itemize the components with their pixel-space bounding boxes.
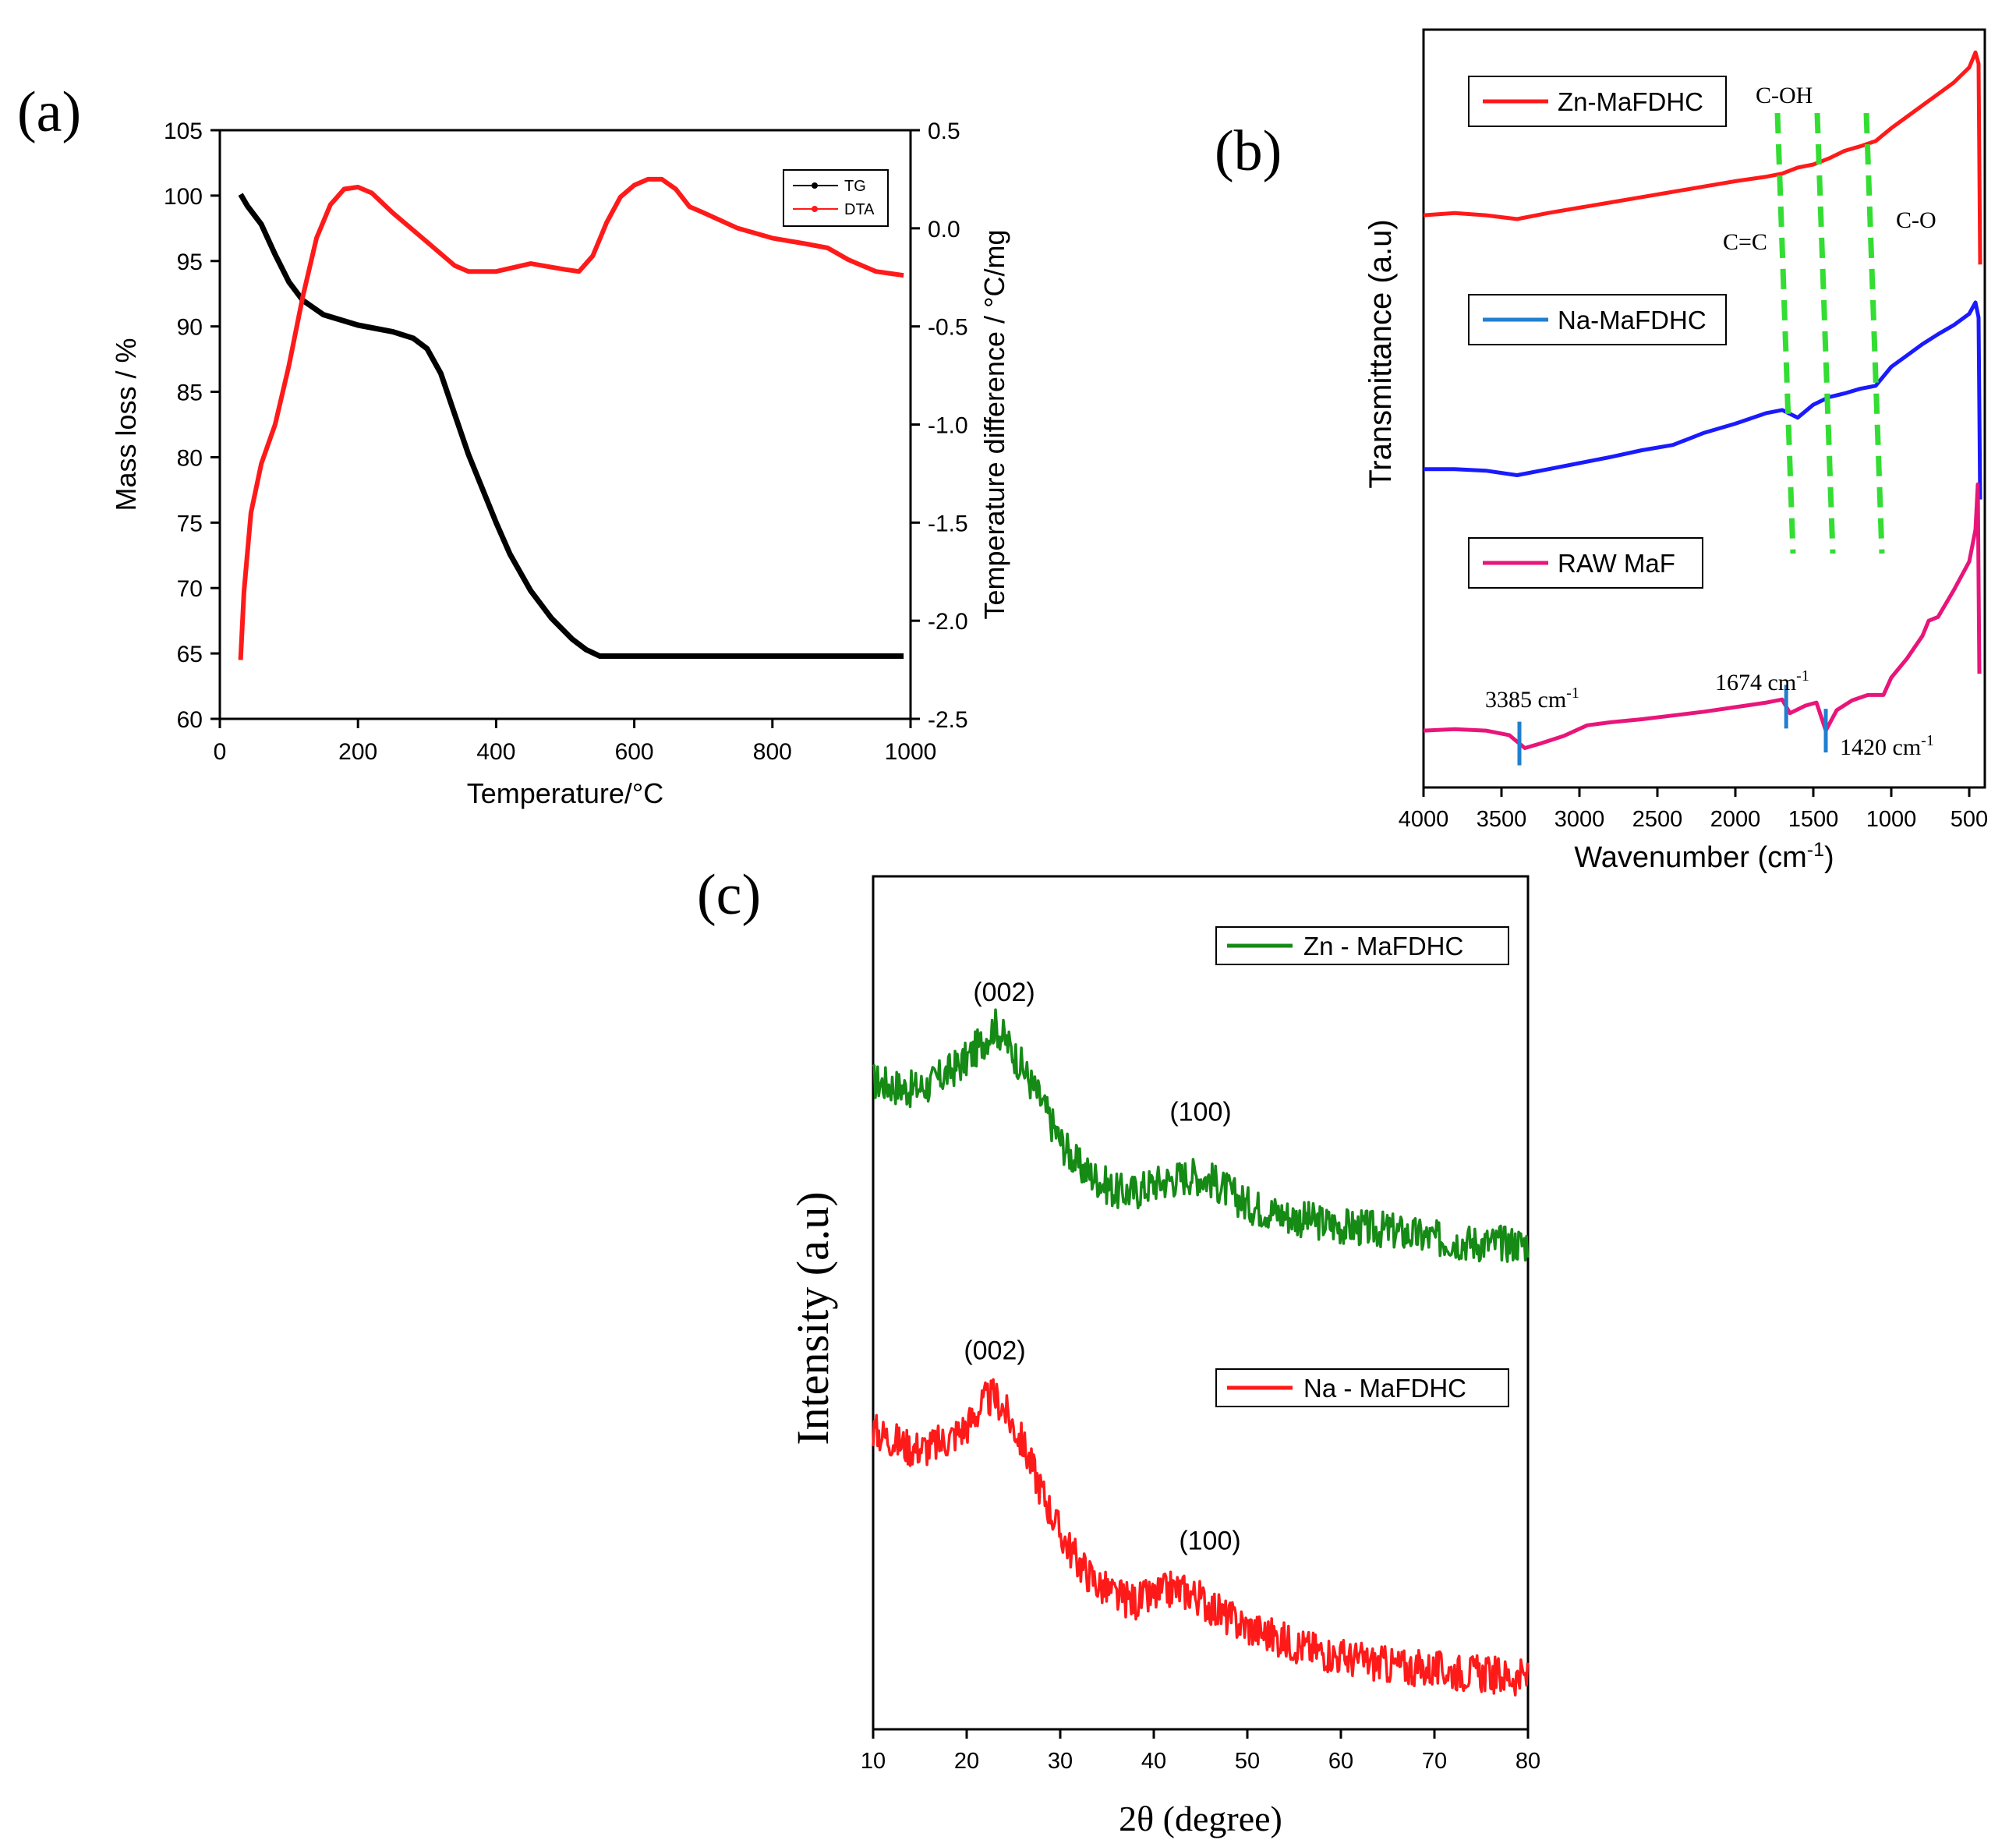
x-tick-label: 2500	[1632, 807, 1683, 832]
y2-tick-label: -2.0	[928, 609, 968, 635]
peak-label: (002)	[964, 1336, 1025, 1365]
y-axis-label: Mass loss / %	[110, 338, 142, 511]
panel-a-tga-dta: (a) 0 200 400 600 800 1000 60 65 70 75 80 85 90 95 100 1…	[17, 80, 1010, 809]
x-tick-label: 0	[214, 739, 227, 765]
x-tick-label: 3500	[1477, 807, 1527, 832]
band-guide-dashed-line	[1774, 112, 1796, 554]
legend-label: Na - MaFDHC	[1303, 1374, 1466, 1403]
band-value-sup: -1	[1566, 685, 1579, 702]
y2-tick-label: -0.5	[928, 315, 968, 341]
y-tick-label: 85	[177, 380, 203, 406]
band-value-label: 3385 cm-1	[1485, 685, 1579, 713]
y-tick-label: 65	[177, 642, 203, 667]
plot-frame	[872, 875, 1530, 1731]
band-value-main: 1674 cm	[1715, 670, 1796, 695]
y-tick-label: 60	[177, 707, 203, 733]
x-axis-label-sup: -1	[1807, 839, 1824, 861]
legend-box	[783, 169, 889, 227]
panel-b-ftir: (b) 4000 3500 3000 2500 2000 1500 1000 500 Wavenu…	[1215, 28, 1988, 874]
x-tick-label: 60	[1328, 1749, 1353, 1774]
x-tick-label: 200	[338, 739, 377, 765]
x-tick-label: 50	[1235, 1749, 1260, 1774]
band-value-main: 3385 cm	[1485, 687, 1566, 713]
legend-label-dta: DTA	[844, 201, 875, 218]
x-tick-label: 4000	[1399, 807, 1449, 832]
legend-label-tg: TG	[844, 178, 866, 195]
ftir-series-line-2	[1423, 482, 1982, 750]
y-tick-label: 95	[177, 249, 203, 275]
x-tick-label: 800	[753, 739, 792, 765]
x-axis-label: Temperature/°C	[467, 777, 664, 809]
tg-series-line	[238, 193, 904, 659]
y2-tick-label: 0.0	[928, 217, 960, 242]
y-tick-label: 80	[177, 445, 203, 471]
xrd-series-line-0	[872, 1008, 1530, 1263]
band-value-sup: -1	[1921, 732, 1934, 749]
y2-tick-label: 0.5	[928, 119, 960, 144]
band-value-sup: -1	[1796, 667, 1809, 685]
panel-c-xrd: (c) 10 20 30 40 50 60 70 80 2θ (degree) Intensity …	[697, 863, 1540, 1838]
x-tick-label: 10	[861, 1749, 886, 1774]
band-label-c-c: C=C	[1723, 229, 1767, 255]
y-axis-label: Intensity (a.u)	[787, 1191, 838, 1445]
x-tick-label: 40	[1141, 1749, 1166, 1774]
legend-label: Zn-MaFDHC	[1558, 87, 1703, 116]
y-tick-label: 100	[164, 184, 203, 210]
x-tick-label: 400	[476, 739, 515, 765]
band-guide-dashed-line	[1863, 112, 1885, 554]
x-tick-label: 30	[1048, 1749, 1073, 1774]
band-guide-dashed-line	[1814, 112, 1836, 554]
x-axis-label-main: Wavenumber (cm	[1574, 841, 1806, 874]
panel-label-b: (b)	[1215, 119, 1282, 183]
band-label-c-o: C-O	[1896, 207, 1936, 233]
y-tick-label: 90	[177, 315, 203, 341]
y-tick-label: 75	[177, 511, 203, 536]
y-tick-label: 70	[177, 576, 203, 602]
x-tick-label: 1500	[1788, 807, 1839, 832]
band-label-c-oh: C-OH	[1756, 83, 1813, 108]
x-tick-label: 1000	[885, 739, 937, 765]
x-tick-label: 2000	[1710, 807, 1761, 832]
x-tick-label: 20	[954, 1749, 979, 1774]
panel-label-a: (a)	[17, 80, 81, 144]
panel-label-c: (c)	[697, 863, 761, 927]
y2-tick-label: -2.5	[928, 707, 968, 733]
ftir-series-line-1	[1424, 300, 1982, 500]
x-axis-label: Wavenumber (cm-1)	[1574, 839, 1834, 874]
x-tick-label: 600	[615, 739, 654, 765]
legend-marker-tg	[812, 182, 818, 189]
x-tick-label: 70	[1422, 1749, 1447, 1774]
x-tick-label: 80	[1516, 1749, 1540, 1774]
plot-frame	[1422, 28, 1986, 789]
peak-label: (100)	[1179, 1526, 1240, 1555]
x-tick-label: 3000	[1554, 807, 1605, 832]
y2-tick-label: -1.0	[928, 413, 968, 439]
y-axis-label: Transmittance (a.u)	[1363, 219, 1398, 488]
band-value-main: 1420 cm	[1840, 734, 1921, 760]
xrd-series-line-1	[872, 1378, 1530, 1697]
y2-tick-label: -1.5	[928, 511, 968, 536]
dta-series-line	[238, 176, 904, 660]
band-value-label: 1674 cm-1	[1715, 667, 1809, 695]
ftir-series-line-0	[1423, 50, 1982, 265]
peak-label: (100)	[1169, 1098, 1231, 1127]
peak-label: (002)	[973, 978, 1035, 1007]
y2-axis-label: Temperature difference / °C/mg	[978, 230, 1010, 620]
legend-marker-dta	[812, 206, 818, 212]
legend-label: RAW MaF	[1558, 549, 1675, 578]
y-tick-label: 105	[164, 119, 203, 144]
x-tick-label: 500	[1951, 807, 1988, 832]
legend-label: Na-MaFDHC	[1558, 306, 1707, 334]
legend-label: Zn - MaFDHC	[1303, 932, 1463, 961]
band-value-label: 1420 cm-1	[1840, 732, 1934, 760]
x-axis-label-end: )	[1824, 841, 1834, 874]
x-tick-label: 1000	[1866, 807, 1917, 832]
x-axis-label: 2θ (degree)	[1119, 1799, 1282, 1838]
